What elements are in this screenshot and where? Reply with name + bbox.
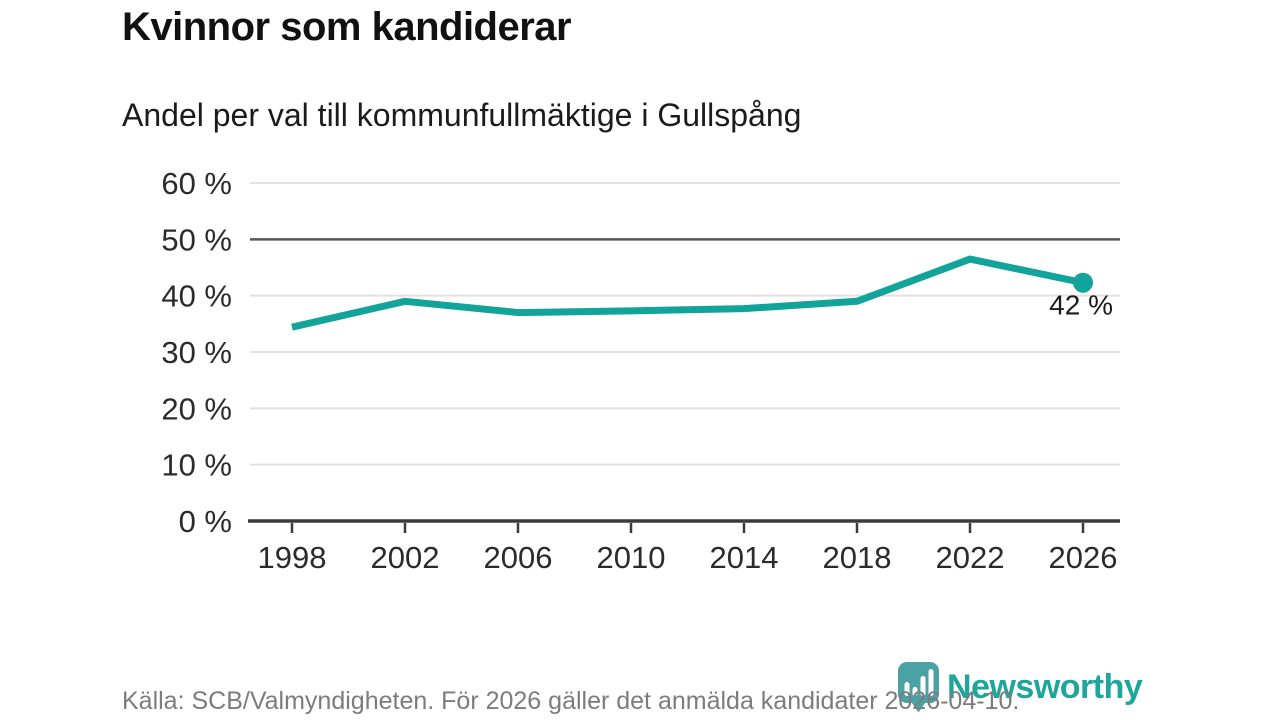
x-tick-label: 2002 [371, 540, 440, 575]
x-tick-label: 1998 [258, 540, 327, 575]
newsworthy-pin-icon [898, 662, 939, 713]
y-tick-label: 50 % [161, 222, 232, 257]
x-tick-label: 2022 [936, 540, 1005, 575]
y-tick-label: 30 % [161, 335, 232, 370]
newsworthy-logo: Newsworthy [897, 661, 1143, 713]
x-tick-label: 2010 [597, 540, 666, 575]
y-tick-label: 60 % [161, 166, 232, 201]
chart-title: Kvinnor som kandiderar [122, 5, 572, 49]
y-tick-label: 40 % [161, 279, 232, 314]
source-note: Källa: SCB/Valmyndigheten. För 2026 gäll… [122, 687, 1020, 715]
x-tick-label: 2014 [710, 540, 779, 575]
x-tick-label: 2006 [484, 540, 553, 575]
x-tick-label: 2018 [823, 540, 892, 575]
chart-subtitle: Andel per val till kommunfullmäktige i G… [122, 97, 802, 133]
y-tick-label: 0 % [179, 504, 232, 539]
end-point-marker [1073, 272, 1093, 293]
data-line [291, 255, 1084, 331]
end-value-label: 42 % [1049, 290, 1113, 321]
y-tick-label: 20 % [161, 391, 232, 426]
newsworthy-wordmark: Newsworthy [947, 667, 1143, 706]
y-tick-label: 10 % [161, 448, 232, 483]
x-tick-label: 2026 [1049, 540, 1118, 575]
